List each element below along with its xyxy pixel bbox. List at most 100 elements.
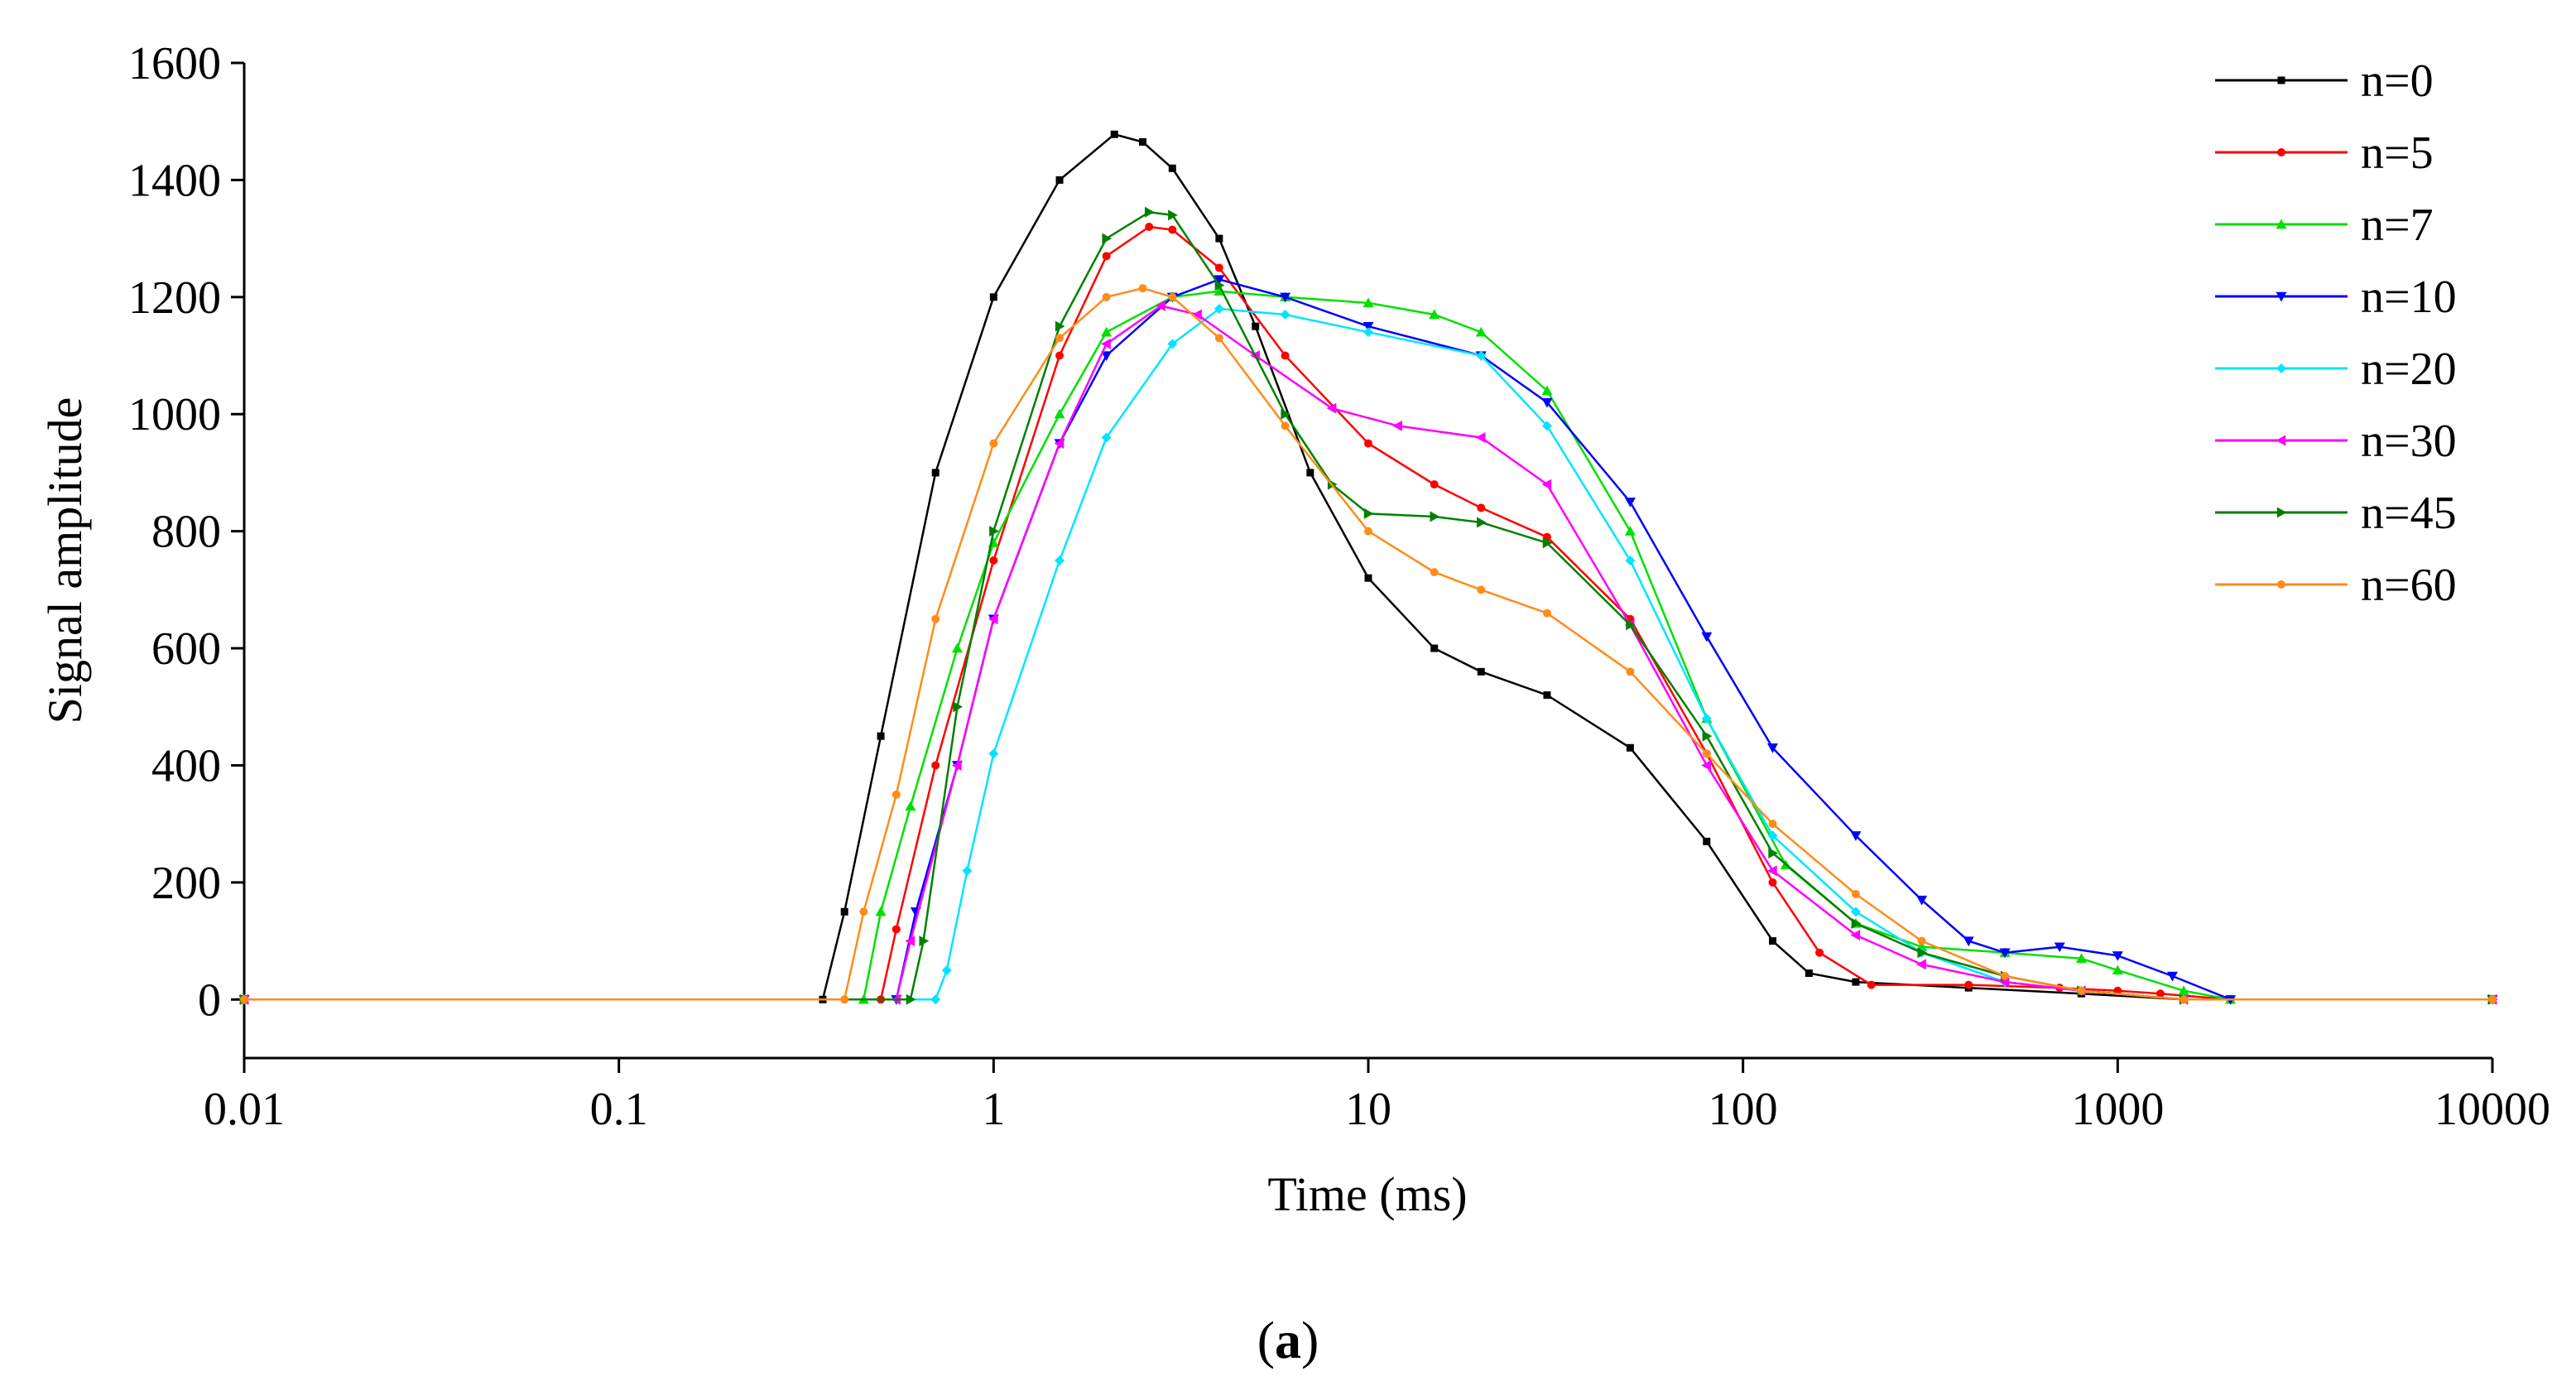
series-marker (1542, 537, 1553, 549)
y-axis-title: Signal amplitude (38, 397, 92, 724)
series-marker (1101, 432, 1112, 443)
series-marker (2054, 942, 2065, 953)
legend-entry: n=45 (2215, 488, 2457, 539)
series-marker (988, 748, 999, 759)
series-marker (2077, 986, 2086, 995)
series-marker (840, 907, 848, 916)
series-marker (1850, 907, 1861, 917)
series-marker (1429, 309, 1440, 320)
series-marker (1102, 252, 1111, 261)
x-tick-label: 1000 (2071, 1084, 2164, 1135)
series-marker (1055, 556, 1065, 565)
caption-open-paren: ( (1257, 1311, 1275, 1369)
series-marker (1055, 334, 1065, 343)
series-marker (1054, 408, 1065, 419)
series-marker (1626, 667, 1635, 676)
series-marker (1701, 759, 1711, 771)
x-ticks: 0.01 0.1 1 10 100 1000 10000 (204, 1058, 2550, 1135)
series-n=7 (238, 286, 2498, 1004)
series-marker (1916, 895, 1928, 906)
series-marker (1214, 280, 1225, 291)
series-marker (1917, 936, 1926, 945)
x-tick-label: 100 (1709, 1084, 1778, 1135)
series-marker (1475, 326, 1487, 337)
series-marker (1815, 948, 1824, 957)
series-marker (1541, 479, 1552, 490)
series-layer (238, 130, 2498, 1005)
series-marker (930, 994, 941, 1005)
series-marker (1542, 609, 1551, 618)
series-marker (1364, 527, 1372, 536)
series-marker (1476, 350, 1487, 361)
series-marker (1541, 421, 1552, 431)
series-marker (1999, 948, 2011, 959)
series-n=10 (238, 275, 2498, 1005)
series-marker (1768, 878, 1777, 887)
legend-marker (2276, 219, 2287, 229)
series-marker (1138, 284, 1147, 293)
series-marker (1867, 980, 1876, 989)
series-marker (1701, 632, 1713, 642)
series-line (244, 132, 2492, 1001)
legend-label: n=45 (2361, 488, 2457, 539)
series-marker (1281, 351, 1290, 360)
series-marker (240, 995, 248, 1004)
series-marker (1852, 978, 1860, 986)
legend-entry: n=30 (2215, 416, 2457, 467)
x-axis-title: Time (ms) (1267, 1167, 1467, 1221)
legend-entry: n=20 (2215, 344, 2457, 395)
legend: n=0 n=5 n=7 n=10 n=20 n=30 n=45 n=60 (2215, 55, 2457, 611)
y-tick-label: 200 (151, 858, 221, 909)
series-marker (905, 936, 916, 947)
series-marker (1055, 176, 1064, 184)
legend-marker (2276, 507, 2287, 518)
x-tick-label: 0.1 (590, 1084, 648, 1135)
series-marker (840, 995, 849, 1004)
series-marker (1477, 503, 1486, 512)
series-marker (1214, 263, 1223, 272)
legend-entry: n=5 (2215, 127, 2434, 179)
series-marker (2178, 985, 2189, 995)
series-line (244, 307, 2492, 1001)
legend-marker (2276, 291, 2287, 302)
series-marker (1326, 402, 1337, 414)
series-marker (1156, 300, 1165, 311)
y-tick-label: 400 (151, 740, 221, 791)
series-marker (1767, 743, 1779, 753)
series-marker (1214, 275, 1225, 286)
series-marker (1851, 917, 1862, 929)
series-marker (1364, 439, 1372, 448)
x-tick-label: 1 (982, 1084, 1005, 1135)
series-marker (2001, 972, 2010, 981)
legend-label: n=5 (2361, 127, 2434, 179)
series-marker (1101, 351, 1113, 362)
legend-label: n=60 (2361, 560, 2457, 611)
series-marker (1168, 209, 1178, 221)
series-marker (1055, 320, 1065, 332)
series-marker (1362, 297, 1374, 308)
series-marker (941, 964, 952, 975)
series-marker (1168, 292, 1177, 301)
series-marker (1850, 831, 1862, 841)
series-line (244, 290, 2492, 1001)
series-marker (1192, 309, 1202, 320)
series-marker (859, 907, 868, 916)
legend-marker (2277, 580, 2285, 589)
series-marker (1392, 420, 1403, 431)
series-marker (1167, 339, 1178, 349)
x-tick-label: 10000 (2434, 1084, 2550, 1135)
legend-marker (2276, 363, 2286, 373)
series-marker (1168, 225, 1177, 234)
series-marker (1541, 385, 1553, 396)
series-n=0 (240, 130, 2497, 1003)
legend-marker (2277, 76, 2285, 84)
series-marker (1477, 667, 1485, 676)
series-n=5 (240, 222, 2497, 1004)
series-marker (1626, 619, 1636, 631)
caption-close-paren: ) (1301, 1311, 1319, 1369)
series-marker (931, 469, 940, 477)
series-marker (1430, 480, 1439, 489)
series-marker (1624, 498, 1636, 507)
y-tick-label: 1200 (128, 272, 221, 324)
